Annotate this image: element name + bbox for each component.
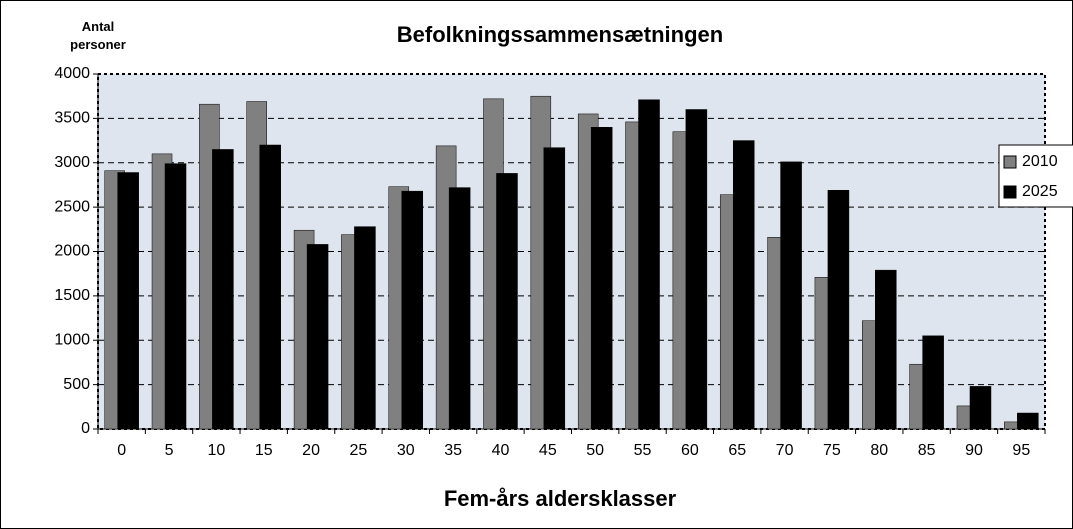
x-tick-label: 30 xyxy=(397,442,415,459)
bar xyxy=(685,109,708,430)
bar xyxy=(496,173,518,430)
x-tick-label: 45 xyxy=(539,442,557,459)
y-tick-label: 0 xyxy=(81,420,90,437)
y-tick-label: 2500 xyxy=(54,198,90,215)
y-axis-label: Antal personer xyxy=(70,19,126,52)
legend-label: 2010 xyxy=(1022,153,1058,170)
x-tick-label: 90 xyxy=(965,442,983,459)
legend-swatch xyxy=(1003,185,1017,199)
x-tick-label: 65 xyxy=(728,442,746,459)
legend-box xyxy=(998,144,1073,208)
bar xyxy=(1017,412,1039,430)
bar xyxy=(164,163,187,430)
y-tick-label: 1000 xyxy=(54,331,90,348)
legend-swatch xyxy=(1003,155,1017,169)
x-tick-label: 95 xyxy=(1012,442,1030,459)
y-tick-label: 3000 xyxy=(54,154,90,171)
x-tick-label: 25 xyxy=(350,442,368,459)
x-tick-label: 70 xyxy=(776,442,794,459)
bar xyxy=(401,190,424,430)
y-tick-label: 500 xyxy=(63,376,90,393)
x-tick-label: 40 xyxy=(492,442,510,459)
bar xyxy=(875,269,897,430)
x-tick-label: 35 xyxy=(444,442,462,459)
x-tick-label: 5 xyxy=(165,442,174,459)
bar xyxy=(732,140,755,430)
chart-title: Befolkningssammensætningen xyxy=(397,22,723,47)
bar xyxy=(969,386,992,430)
y-tick-label: 2000 xyxy=(54,243,90,260)
bar xyxy=(827,190,850,430)
y-tick-label: 1500 xyxy=(54,287,90,304)
bar xyxy=(780,161,802,430)
x-tick-label: 20 xyxy=(302,442,320,459)
y-tick-label: 4000 xyxy=(54,65,90,82)
bar xyxy=(448,187,471,430)
x-tick-label: 75 xyxy=(823,442,841,459)
legend-label: 2025 xyxy=(1022,183,1058,200)
y-tick-label: 3500 xyxy=(54,110,90,127)
x-tick-label: 60 xyxy=(681,442,699,459)
bar xyxy=(638,99,660,430)
x-axis-label: Fem-års aldersklasser xyxy=(444,486,677,511)
bar xyxy=(922,335,944,430)
bar xyxy=(354,226,376,430)
x-tick-label: 55 xyxy=(634,442,652,459)
x-tick-label: 80 xyxy=(870,442,888,459)
bar xyxy=(117,172,139,430)
x-tick-label: 0 xyxy=(117,442,126,459)
x-tick-label: 85 xyxy=(918,442,936,459)
bar xyxy=(543,147,566,430)
bar xyxy=(212,149,234,430)
bar xyxy=(306,244,329,430)
x-tick-label: 15 xyxy=(255,442,273,459)
x-tick-label: 50 xyxy=(586,442,604,459)
x-tick-label: 10 xyxy=(207,442,225,459)
bar xyxy=(590,127,613,430)
bar xyxy=(259,144,281,430)
